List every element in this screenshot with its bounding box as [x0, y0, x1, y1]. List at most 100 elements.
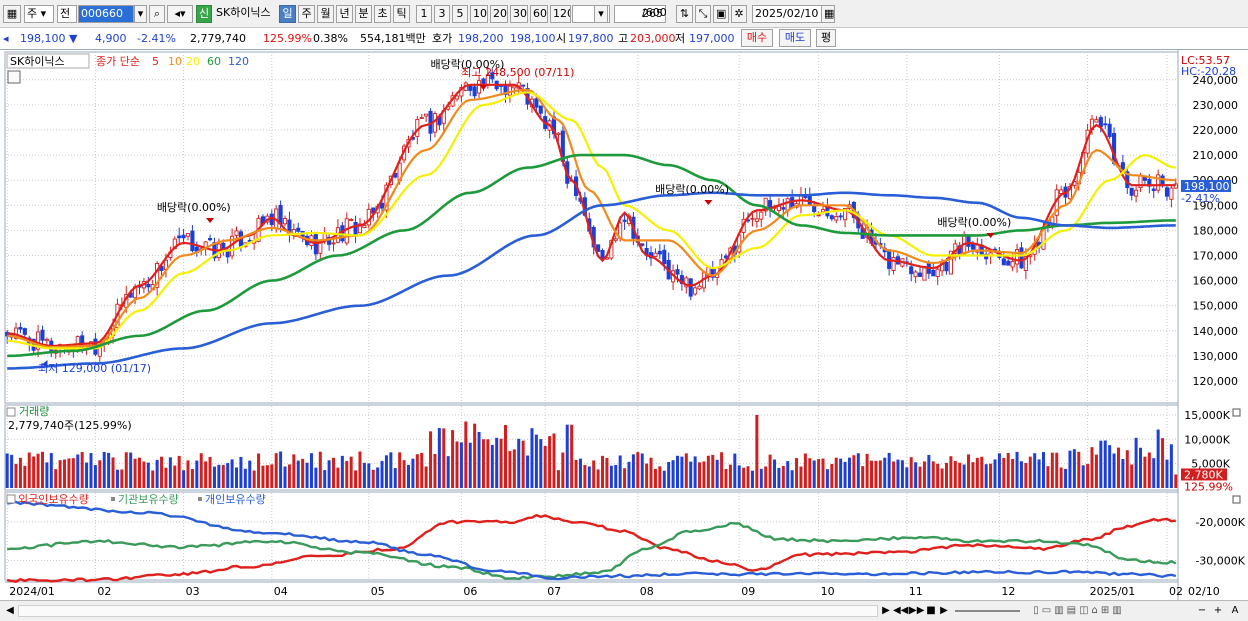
interval-button-120[interactable]: 120: [550, 5, 571, 23]
volume-bar: [261, 465, 265, 488]
draw-tool-icon[interactable]: ⤡: [695, 5, 711, 23]
volume-bar: [1064, 468, 1068, 488]
volume-bar: [698, 462, 702, 488]
scroll-left-icon[interactable]: ◀: [6, 605, 14, 616]
volume-bar: [1134, 437, 1138, 488]
period-button-0[interactable]: 일: [279, 5, 296, 23]
zoom-out-icon[interactable]: −: [1197, 605, 1207, 616]
market-select[interactable]: 주 ▾: [24, 5, 54, 23]
code-dropdown-icon[interactable]: ▾: [134, 5, 147, 23]
volume-bar: [402, 460, 406, 488]
volume-bar: [556, 470, 560, 488]
buy-button[interactable]: 매수: [741, 29, 773, 47]
change-amount: 4,900: [95, 32, 127, 45]
volume-bar: [1059, 467, 1063, 488]
legend-item: 20: [186, 55, 200, 68]
candle-body: [653, 252, 658, 258]
interval-button-5[interactable]: 5: [452, 5, 468, 23]
date-input[interactable]: 2025/02/10: [752, 5, 822, 23]
scroll-track[interactable]: [18, 605, 878, 617]
x-tick-label: 05: [371, 585, 385, 598]
volume-bar: [1112, 453, 1116, 488]
trade-amount: 554,181백만: [360, 32, 426, 45]
candle-body: [891, 257, 896, 271]
volume-bar: [649, 457, 653, 488]
interval-button-10[interactable]: 10: [470, 5, 488, 23]
rewind-icon[interactable]: ◀◀: [893, 605, 909, 616]
scroll-right-icon[interactable]: ▶: [882, 605, 890, 616]
candle-body: [185, 233, 191, 237]
period-button-3[interactable]: 년: [336, 5, 353, 23]
interval-dropdown-icon[interactable]: ▾: [594, 5, 608, 23]
volume-bar: [239, 456, 243, 488]
settings-gear-icon[interactable]: ✲: [731, 5, 747, 23]
volume-bar: [667, 461, 671, 488]
volume-bar: [940, 468, 944, 488]
range-select[interactable]: 전: [57, 5, 77, 23]
evaluation-button[interactable]: 평: [816, 29, 836, 47]
data-count-input[interactable]: 265: [614, 5, 666, 23]
candle-body: [684, 277, 689, 288]
indicator-icon[interactable]: ⇅: [676, 5, 693, 23]
volume-bar: [543, 445, 547, 488]
volume-bar: [504, 425, 508, 488]
save-icon[interactable]: ▣: [713, 5, 729, 23]
price-tick-label: 140,000: [1193, 325, 1239, 338]
volume-bar: [980, 456, 984, 488]
interval-button-60[interactable]: 60: [530, 5, 548, 23]
forward-icon[interactable]: ▶▶: [909, 605, 925, 616]
volume-bar: [389, 452, 393, 488]
candle-body: [640, 243, 645, 246]
period-button-4[interactable]: 분: [355, 5, 372, 23]
candle-body: [18, 326, 23, 330]
holdings-line-1: [7, 521, 1177, 581]
interval-button-30[interactable]: 30: [510, 5, 528, 23]
candle-body: [490, 72, 495, 80]
auto-scale-icon[interactable]: A: [1231, 605, 1239, 616]
search-icon[interactable]: ⌕: [149, 5, 165, 23]
volume-bar: [856, 453, 860, 488]
volume-bar: [847, 457, 851, 488]
volume-bar: [477, 431, 481, 488]
ma-line-120: [7, 191, 1176, 370]
period-button-5[interactable]: 초: [374, 5, 391, 23]
sell-button[interactable]: 매도: [779, 29, 811, 47]
zoom-in-icon[interactable]: +: [1213, 605, 1223, 616]
collapse-icon[interactable]: ◂: [3, 32, 9, 45]
volume-bar: [967, 454, 971, 488]
volume-bar: [733, 453, 737, 488]
interval-button-20[interactable]: 20: [490, 5, 508, 23]
play-icon[interactable]: ▶: [940, 605, 948, 616]
high-label: 고: [618, 32, 629, 45]
volume-bar: [230, 459, 234, 488]
volume-bar: [526, 455, 530, 488]
calendar-icon[interactable]: ▦: [821, 5, 835, 23]
volume-bar: [1161, 438, 1165, 488]
dividend-marker-icon: [704, 200, 713, 205]
candle-body: [1134, 189, 1139, 197]
volume-bar: [728, 464, 732, 488]
stock-chart[interactable]: 120,000 130,000 140,000 150,000 160,000 170,0…: [0, 50, 1248, 600]
candle-body: [710, 268, 715, 278]
volume-bar: [393, 468, 397, 488]
candle-body: [829, 215, 834, 220]
view-mode-icons[interactable]: ▯▭▥▤◫⌂⊞▥: [1033, 605, 1125, 616]
zoom-slider[interactable]: [955, 610, 1020, 612]
dividend-marker-icon: [206, 218, 215, 223]
menu-grid-icon[interactable]: ▦: [3, 5, 21, 23]
candle-body: [40, 329, 45, 341]
volume-bar: [1015, 451, 1019, 488]
speaker-icon[interactable]: ◂▾: [167, 5, 193, 23]
period-button-1[interactable]: 주: [298, 5, 315, 23]
interval-button-1[interactable]: 1: [416, 5, 432, 23]
volume-bar: [1103, 440, 1107, 488]
volume-bar: [768, 454, 772, 488]
period-button-6[interactable]: 틱: [393, 5, 410, 23]
interval-button-3[interactable]: 3: [434, 5, 450, 23]
stock-code-input[interactable]: 000660: [78, 5, 134, 23]
stop-icon[interactable]: ■: [926, 605, 936, 616]
candle-body: [1151, 188, 1156, 192]
period-button-2[interactable]: 월: [317, 5, 334, 23]
candle-body: [750, 217, 755, 220]
annotation-low: 최저 129,000 (01/17): [38, 362, 151, 375]
